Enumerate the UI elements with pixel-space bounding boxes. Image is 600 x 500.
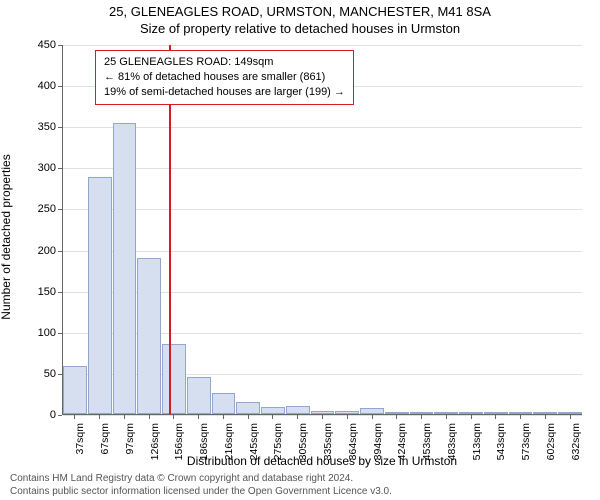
x-tick [272,415,273,419]
y-tick [58,333,62,334]
histogram-bar [286,406,310,414]
histogram-bar [509,412,533,414]
histogram-bar [335,411,359,414]
histogram-bar [410,412,434,414]
annotation-line-3: 19% of semi-detached houses are larger (… [104,85,345,100]
histogram-bar [360,408,384,414]
y-tick-label: 100 [16,327,56,339]
y-tick [58,127,62,128]
x-tick [322,415,323,419]
y-tick [58,374,62,375]
histogram-bar [113,123,137,414]
x-tick-label: 394sqm [372,423,384,483]
x-tick [198,415,199,419]
chart-title-subtitle: Size of property relative to detached ho… [0,21,600,36]
histogram-bar [137,258,161,414]
gridline [63,251,582,252]
gridline [63,45,582,46]
x-tick [396,415,397,419]
x-tick [248,415,249,419]
x-tick-label: 513sqm [471,423,483,483]
x-tick-label: 483sqm [446,423,458,483]
x-tick-label: 305sqm [297,423,309,483]
y-tick [58,86,62,87]
footer-line-2: Contains public sector information licen… [10,486,590,499]
histogram-bar [459,412,483,414]
x-tick-label: 424sqm [396,423,408,483]
x-tick [545,415,546,419]
x-tick [124,415,125,419]
x-tick-label: 156sqm [173,423,185,483]
histogram-bar [88,177,112,414]
histogram-bar [434,412,458,414]
chart-title-address: 25, GLENEAGLES ROAD, URMSTON, MANCHESTER… [0,4,600,19]
x-tick [223,415,224,419]
y-tick [58,209,62,210]
x-tick-label: 67sqm [99,423,111,483]
y-tick-label: 350 [16,121,56,133]
histogram-bar [261,407,285,414]
histogram-bar [212,393,236,414]
histogram-bar [311,411,335,414]
x-tick [99,415,100,419]
x-tick [446,415,447,419]
y-tick-label: 50 [16,368,56,380]
x-tick [297,415,298,419]
y-tick [58,168,62,169]
x-tick-label: 573sqm [520,423,532,483]
x-tick [149,415,150,419]
y-tick [58,415,62,416]
histogram-bar [558,412,582,414]
x-tick [421,415,422,419]
x-tick-label: 335sqm [322,423,334,483]
x-tick [520,415,521,419]
histogram-bar [533,412,557,414]
x-tick [471,415,472,419]
x-tick-label: 275sqm [272,423,284,483]
x-tick-label: 543sqm [495,423,507,483]
x-tick [570,415,571,419]
x-tick [495,415,496,419]
x-tick [347,415,348,419]
annotation-box: 25 GLENEAGLES ROAD: 149sqm ← 81% of deta… [95,50,354,105]
histogram-bar [236,402,260,414]
histogram-bar [484,412,508,414]
y-tick-label: 0 [16,409,56,421]
x-tick-label: 97sqm [124,423,136,483]
plot-area: 25 GLENEAGLES ROAD: 149sqm ← 81% of deta… [62,45,582,415]
x-tick-label: 632sqm [570,423,582,483]
x-tick-label: 37sqm [74,423,86,483]
histogram-bar [63,366,87,414]
y-axis-label: Number of detached properties [0,87,13,387]
y-tick [58,251,62,252]
x-tick-label: 453sqm [421,423,433,483]
y-tick-label: 200 [16,245,56,257]
annotation-line-1: 25 GLENEAGLES ROAD: 149sqm [104,55,345,70]
x-tick [372,415,373,419]
gridline [63,168,582,169]
gridline [63,127,582,128]
x-tick [74,415,75,419]
histogram-bar [162,344,186,414]
x-tick-label: 245sqm [248,423,260,483]
y-tick-label: 400 [16,80,56,92]
x-tick-label: 602sqm [545,423,557,483]
x-tick [173,415,174,419]
x-tick-label: 364sqm [347,423,359,483]
y-tick-label: 150 [16,286,56,298]
y-tick [58,45,62,46]
y-tick-label: 450 [16,39,56,51]
y-tick [58,292,62,293]
x-tick-label: 126sqm [149,423,161,483]
histogram-bar [187,377,211,414]
annotation-line-2: ← 81% of detached houses are smaller (86… [104,70,345,85]
histogram-bar [385,412,409,414]
x-tick-label: 216sqm [223,423,235,483]
x-tick-label: 186sqm [198,423,210,483]
y-tick-label: 300 [16,162,56,174]
y-tick-label: 250 [16,203,56,215]
gridline [63,209,582,210]
